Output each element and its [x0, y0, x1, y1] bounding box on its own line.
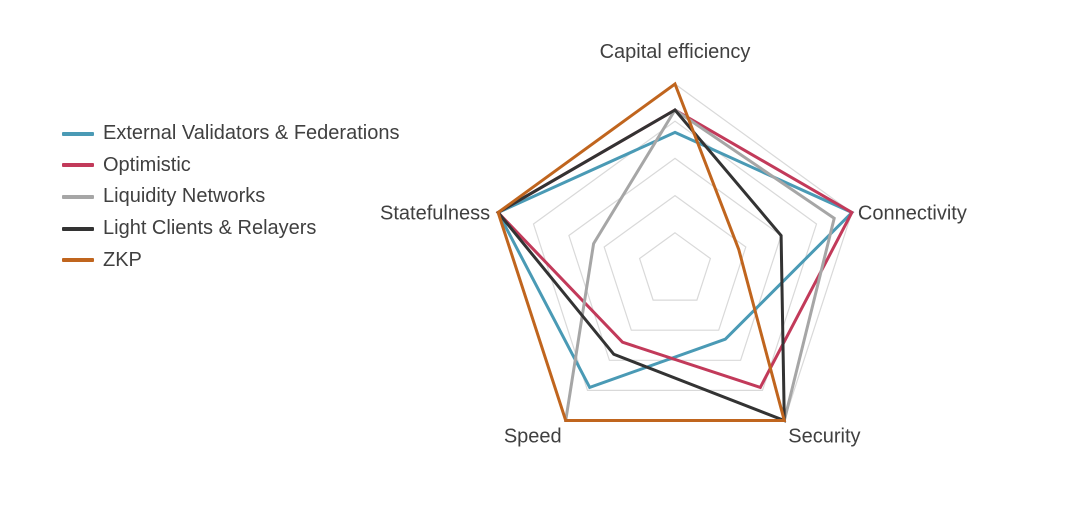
legend-label: Light Clients & Relayers: [103, 217, 317, 240]
legend-item-liquidity-networks: Liquidity Networks: [62, 181, 399, 213]
grid-ring: [532, 120, 818, 391]
grid-ring: [638, 232, 712, 301]
grid-ring: [497, 83, 853, 422]
legend-swatch: [62, 226, 94, 231]
series-line-optimistic: [495, 108, 854, 390]
axis-labels: Capital efficiency Connectivity Security Sp…: [380, 41, 967, 448]
legend-label: External Validators & Federations: [103, 122, 400, 145]
legend-item-light-clients: Light Clients & Relayers: [62, 213, 399, 245]
legend-item-external-validators: External Validators & Federations: [62, 118, 399, 150]
radar-series: [495, 81, 855, 423]
axis-label-speed: Speed: [504, 426, 562, 448]
legend-swatch: [62, 258, 94, 263]
axis-label-statefulness: Statefulness: [380, 203, 490, 225]
legend-label: ZKP: [103, 248, 142, 271]
legend-label: Optimistic: [103, 153, 191, 176]
series-line-liquidity-networks: [563, 107, 836, 422]
legend-item-optimistic: Optimistic: [62, 150, 399, 182]
legend-swatch: [62, 194, 94, 199]
axis-label-capital-efficiency: Capital efficiency: [600, 41, 751, 63]
series-line-light-clients-relayers: [495, 108, 786, 423]
axis-label-security: Security: [788, 426, 860, 448]
legend-label: Liquidity Networks: [103, 185, 266, 208]
legend-swatch: [62, 163, 94, 168]
radar-grid: [497, 83, 853, 422]
series-line-zkp: [496, 81, 787, 422]
chart-legend: External Validators & Federations Optimi…: [62, 118, 399, 276]
legend-item-zkp: ZKP: [62, 244, 399, 276]
series-line-external-validators-federations: [496, 130, 855, 390]
legend-swatch: [62, 131, 94, 136]
axis-label-connectivity: Connectivity: [858, 203, 967, 225]
